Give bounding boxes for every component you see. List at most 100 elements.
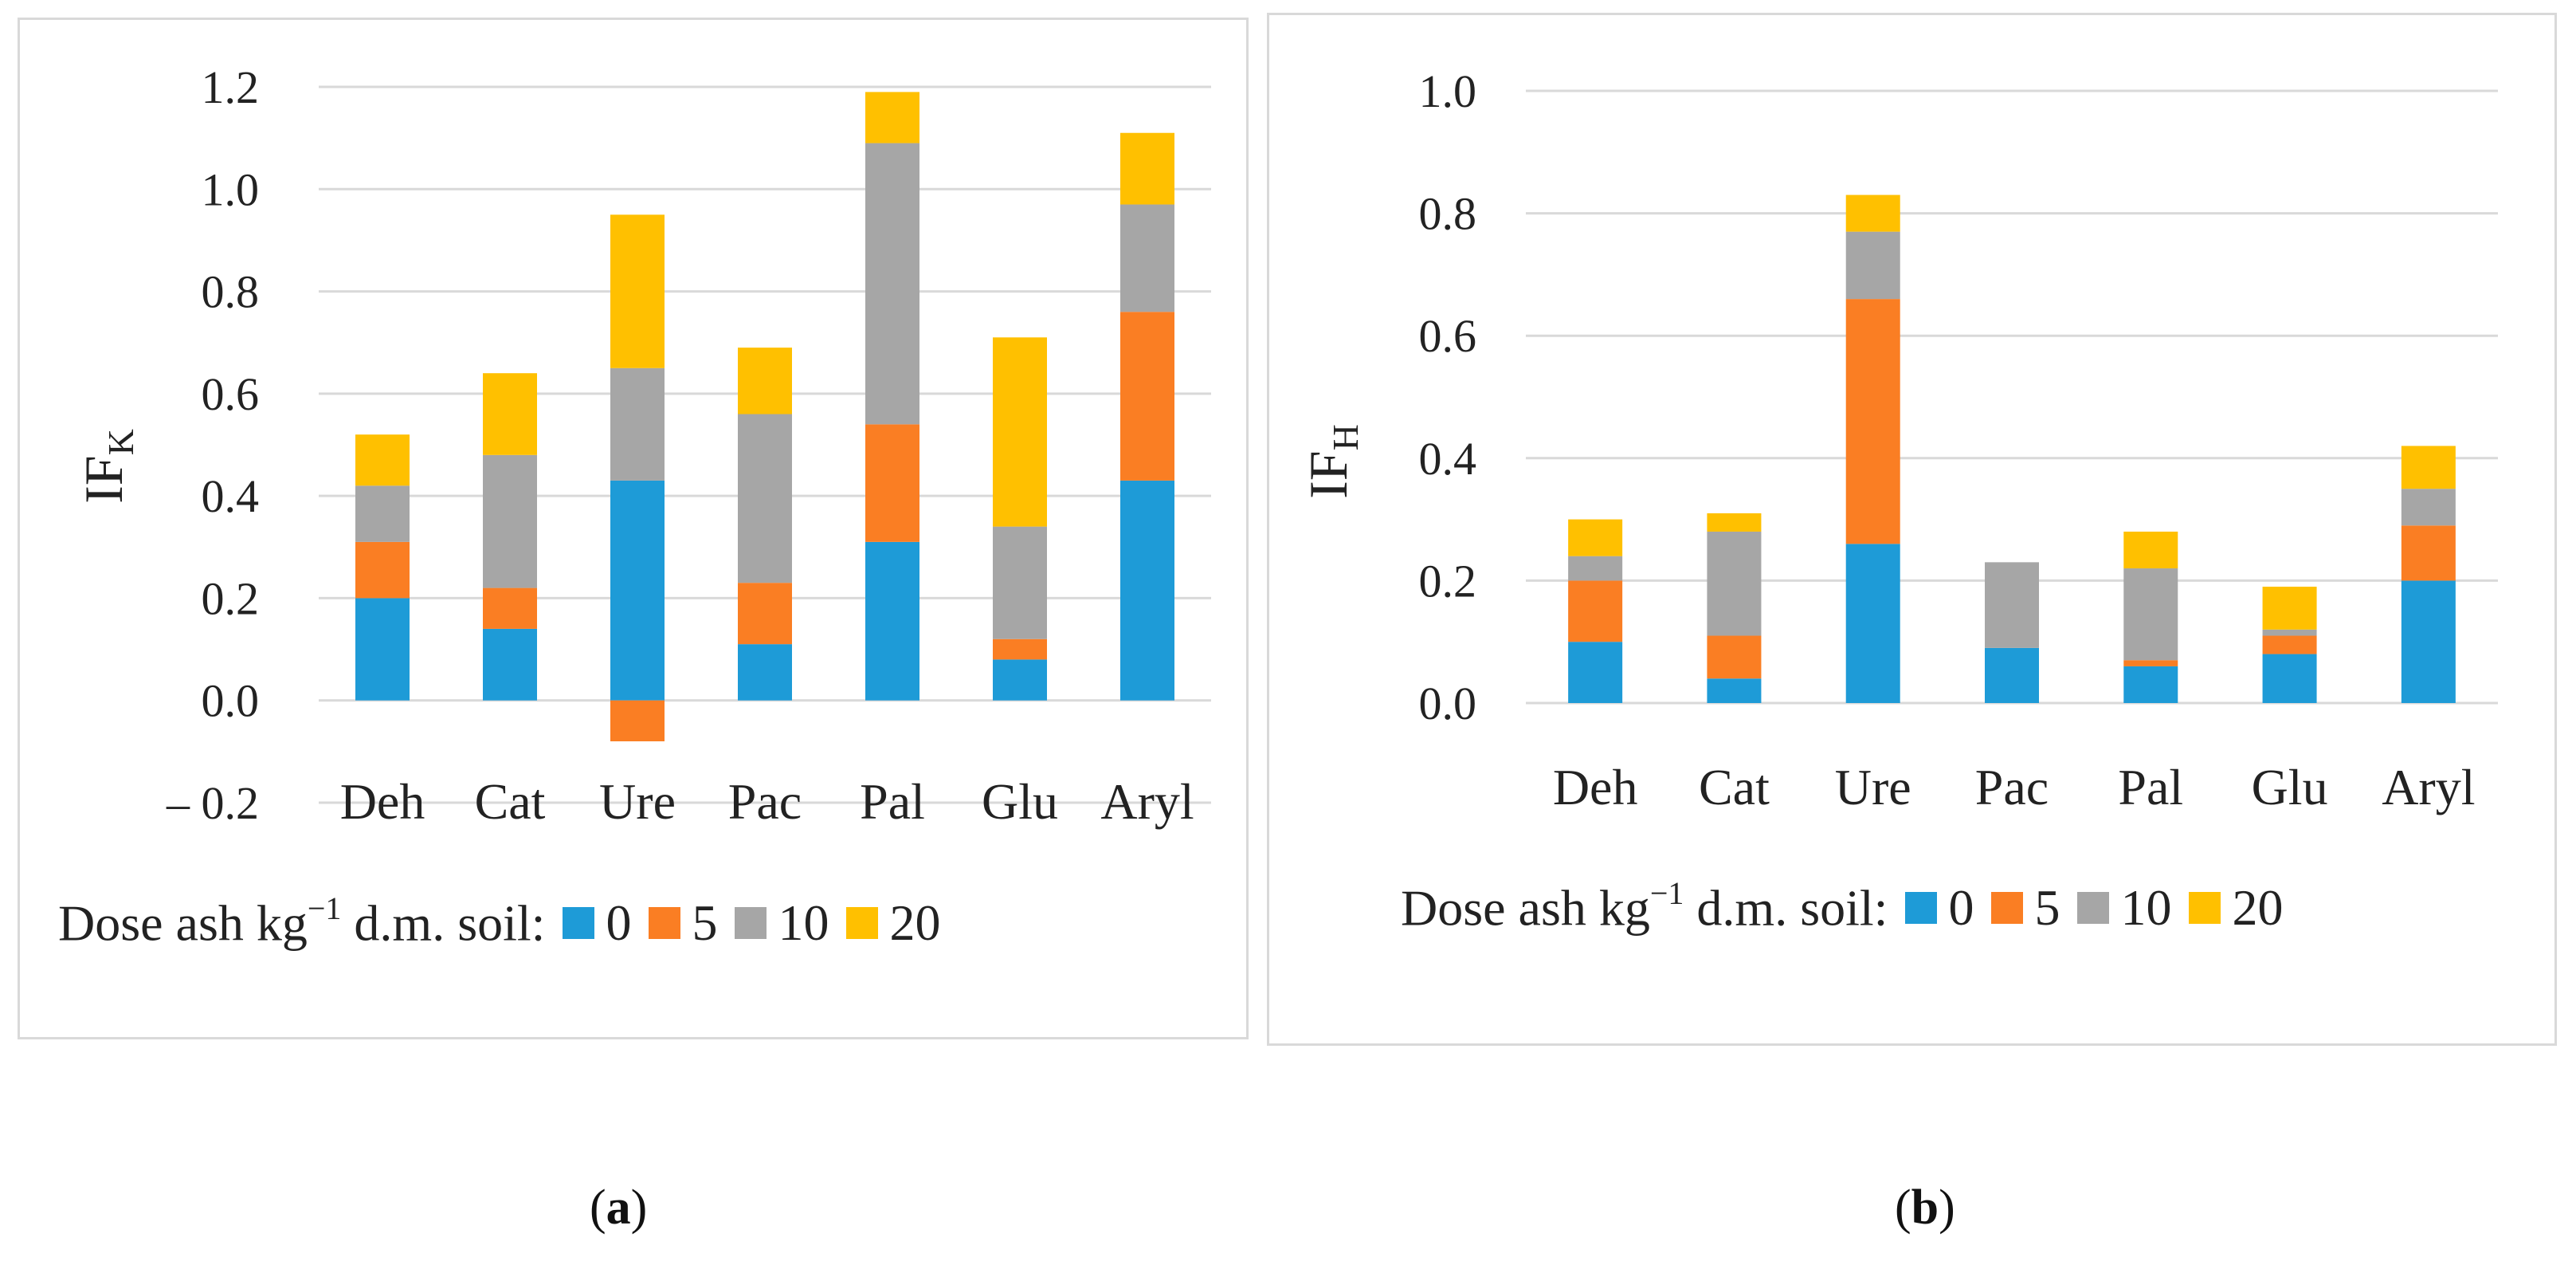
y-axis-label: IFH bbox=[1298, 424, 1366, 499]
bar-deh-dose-0 bbox=[1568, 642, 1623, 703]
y-tick-label: 1.0 bbox=[1419, 65, 1477, 117]
bar-ure-dose-0 bbox=[610, 480, 665, 701]
bar-cat-dose-10 bbox=[483, 454, 537, 588]
bar-deh-dose-20 bbox=[1568, 519, 1623, 556]
x-category-label: Aryl bbox=[2382, 759, 2475, 815]
panel-caption-b: (b) bbox=[1895, 1180, 1955, 1235]
bar-glu-dose-0 bbox=[2262, 654, 2317, 703]
y-axis-label-sub: H bbox=[1325, 424, 1366, 450]
panel-caption-a: (a) bbox=[590, 1180, 648, 1235]
legend-prefix: Dose ash kg bbox=[58, 894, 308, 952]
bar-cat-dose-20 bbox=[483, 373, 537, 455]
bar-deh-dose-10 bbox=[355, 485, 410, 542]
x-category-label: Glu bbox=[982, 773, 1058, 830]
y-tick-label: 0.4 bbox=[1419, 433, 1477, 485]
legend-swatch-10 bbox=[2077, 891, 2110, 924]
bar-pal-dose-5 bbox=[865, 424, 919, 542]
legend-label-0: 0 bbox=[1948, 878, 1974, 936]
legend-item-10: 10 bbox=[2077, 878, 2171, 937]
y-tick-label: 1.0 bbox=[202, 163, 260, 215]
legend-label-5: 5 bbox=[692, 894, 718, 951]
legend-label-0: 0 bbox=[606, 894, 632, 951]
bar-pal-dose-10 bbox=[865, 143, 919, 425]
x-category-label: Deh bbox=[340, 773, 425, 830]
legend-label-20: 20 bbox=[889, 894, 941, 951]
chart-b-svg: 0.0 0.2 0.4 0.6 0.8 1.0 Deh Cat Ure Pac Pal Glu Aryl… bbox=[1298, 65, 2498, 815]
bar-cat-dose-5 bbox=[1707, 635, 1762, 679]
x-category-label: Aryl bbox=[1100, 773, 1194, 830]
panel-caption-b-letter: b bbox=[1911, 1180, 1939, 1235]
bar-glu-dose-10 bbox=[2262, 629, 2317, 636]
legend-swatch-10 bbox=[735, 906, 767, 939]
y-tick-label: 0.0 bbox=[1419, 678, 1477, 729]
bar-pac-dose-0 bbox=[738, 644, 792, 701]
y-axis-label-sub: K bbox=[100, 429, 141, 455]
x-category-label: Pal bbox=[2118, 759, 2183, 815]
y-tick-label: 0.6 bbox=[1419, 310, 1477, 362]
x-category-label: Deh bbox=[1553, 759, 1638, 815]
bar-deh-dose-10 bbox=[1568, 556, 1623, 581]
legend-suffix: d.m. soil: bbox=[1684, 879, 1888, 937]
legend-b: Dose ash kg−1 d.m. soil: 0 5 10 20 bbox=[1401, 875, 2283, 937]
y-tick-label: 0.2 bbox=[1419, 555, 1477, 607]
legend-item-20: 20 bbox=[846, 894, 940, 953]
bar-deh-dose-5 bbox=[1568, 580, 1623, 642]
legend-prefix: Dose ash kg bbox=[1401, 879, 1650, 937]
legend-sup: −1 bbox=[1649, 875, 1684, 911]
bar-aryl-dose-0 bbox=[1120, 480, 1174, 701]
legend-sup: −1 bbox=[307, 890, 342, 926]
y-tick-label: 0.0 bbox=[202, 675, 260, 727]
legend-title: Dose ash kg−1 d.m. soil: bbox=[1401, 875, 1888, 937]
y-tick-label: – 0.2 bbox=[166, 777, 259, 829]
bar-pal-dose-5 bbox=[2123, 660, 2178, 666]
bar-aryl-dose-20 bbox=[1120, 132, 1174, 205]
x-category-label: Cat bbox=[475, 773, 546, 830]
legend-label-20: 20 bbox=[2232, 878, 2284, 936]
legend-item-10: 10 bbox=[735, 894, 829, 953]
bar-pac-dose-0 bbox=[1985, 647, 2039, 703]
legend-item-0: 0 bbox=[563, 894, 631, 953]
bar-ure-dose-0 bbox=[1845, 544, 1900, 703]
bar-pac-dose-10 bbox=[1985, 562, 2039, 648]
bar-ure-dose-5 bbox=[1845, 299, 1900, 544]
panel-caption-a-letter: a bbox=[606, 1180, 631, 1235]
legend-swatch-0 bbox=[563, 906, 595, 939]
bar-ure-dose-5 bbox=[610, 700, 665, 742]
legend-swatch-20 bbox=[846, 906, 879, 939]
legend-item-5: 5 bbox=[1991, 878, 2060, 937]
bar-aryl-dose-5 bbox=[1120, 312, 1174, 481]
bar-pal-dose-0 bbox=[865, 541, 919, 701]
bar-ure-dose-20 bbox=[610, 214, 665, 368]
bar-ure-dose-10 bbox=[1845, 231, 1900, 300]
bar-deh-dose-20 bbox=[355, 434, 410, 486]
legend-a: Dose ash kg−1 d.m. soil: 0 5 10 20 bbox=[58, 890, 940, 953]
bar-pac-dose-20 bbox=[738, 348, 792, 414]
y-axis-label-main: IF bbox=[1298, 450, 1359, 498]
bar-ure-dose-20 bbox=[1845, 194, 1900, 232]
chart-a-svg: – 0.2 0.0 0.2 0.4 0.6 0.8 1.0 1.2 Deh Cat Ure Pac Pa… bbox=[73, 61, 1211, 830]
y-tick-label: 0.4 bbox=[202, 470, 260, 522]
y-tick-label: 0.8 bbox=[1419, 188, 1477, 240]
x-category-label: Cat bbox=[1699, 759, 1770, 815]
bar-cat-dose-5 bbox=[483, 587, 537, 629]
legend-swatch-0 bbox=[1905, 891, 1938, 924]
bar-glu-dose-20 bbox=[993, 337, 1047, 527]
legend-label-10: 10 bbox=[2120, 878, 2172, 936]
legend-suffix: d.m. soil: bbox=[341, 894, 546, 952]
chart-panel-b: 0.0 0.2 0.4 0.6 0.8 1.0 Deh Cat Ure Pac Pal Glu Aryl… bbox=[1267, 13, 2557, 1046]
y-tick-label: 0.8 bbox=[202, 266, 260, 318]
x-category-label: Pal bbox=[860, 773, 925, 830]
bar-aryl-dose-20 bbox=[2401, 446, 2456, 489]
bar-aryl-dose-10 bbox=[2401, 489, 2456, 526]
legend-swatch-20 bbox=[2189, 891, 2221, 924]
x-category-label: Ure bbox=[599, 773, 676, 830]
bar-deh-dose-0 bbox=[355, 598, 410, 701]
bar-cat-dose-0 bbox=[1707, 678, 1762, 703]
x-category-label: Pac bbox=[1975, 759, 2049, 815]
bar-pal-dose-20 bbox=[2123, 531, 2178, 569]
legend-item-20: 20 bbox=[2189, 878, 2283, 937]
bar-pal-dose-0 bbox=[2123, 666, 2178, 703]
legend-label-5: 5 bbox=[2034, 878, 2060, 936]
bar-cat-dose-0 bbox=[483, 628, 537, 701]
y-axis-label-main: IF bbox=[73, 455, 134, 503]
